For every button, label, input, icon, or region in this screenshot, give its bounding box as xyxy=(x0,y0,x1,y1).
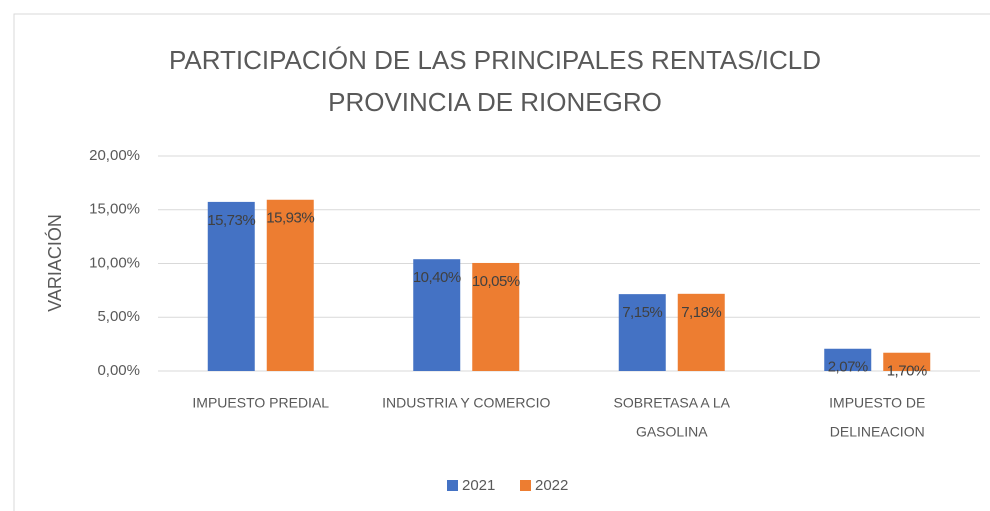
y-axis-label: VARIACIÓN xyxy=(44,214,65,312)
data-label: 2,07% xyxy=(828,359,868,376)
legend-swatch xyxy=(520,480,531,491)
data-label: 10,05% xyxy=(472,273,520,290)
x-tick-label: INDUSTRIA Y COMERCIO xyxy=(382,395,550,411)
x-tick-label: IMPUESTO PREDIAL xyxy=(192,395,329,411)
legend-label: 2021 xyxy=(462,477,495,494)
chart-border xyxy=(13,13,990,511)
x-tick-label: GASOLINA xyxy=(636,424,708,440)
data-label: 7,18% xyxy=(681,304,721,321)
bar xyxy=(677,293,725,371)
x-tick-label: SOBRETASA A LA xyxy=(614,395,731,411)
legend-swatch xyxy=(447,480,458,491)
y-tick-label: 5,00% xyxy=(97,308,140,325)
data-label: 15,73% xyxy=(207,212,255,229)
data-label: 15,93% xyxy=(266,210,314,227)
bar xyxy=(618,294,666,371)
bar xyxy=(207,201,255,371)
y-tick-label: 10,00% xyxy=(89,254,140,271)
x-tick-label: IMPUESTO DE xyxy=(829,395,925,411)
bar xyxy=(883,352,931,371)
chart-title: PROVINCIA DE RIONEGRO xyxy=(328,87,662,117)
y-tick-label: 15,00% xyxy=(89,201,140,218)
bar xyxy=(472,262,520,371)
bar xyxy=(824,348,872,371)
data-label: 10,40% xyxy=(413,269,461,286)
chart-title: PARTICIPACIÓN DE LAS PRINCIPALES RENTAS/… xyxy=(169,45,821,75)
data-label: 1,70% xyxy=(887,363,927,380)
y-tick-label: 0,00% xyxy=(97,362,140,379)
bar xyxy=(266,199,314,371)
bar xyxy=(413,259,461,371)
legend-label: 2022 xyxy=(535,477,568,494)
data-label: 7,15% xyxy=(622,304,662,321)
y-tick-label: 20,00% xyxy=(89,147,140,164)
x-tick-label: DELINEACION xyxy=(830,424,925,440)
